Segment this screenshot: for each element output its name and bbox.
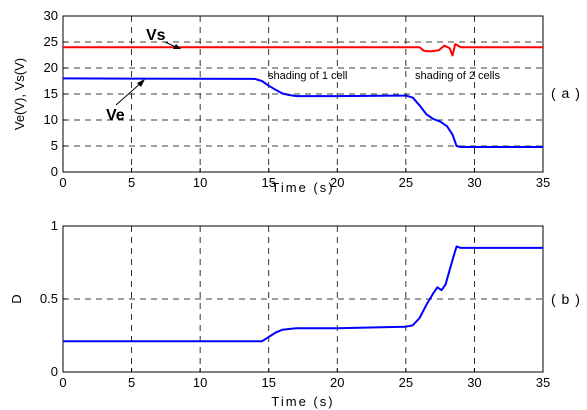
ve-series-line: [62, 77, 543, 148]
y-ticks-b: 00.51: [40, 218, 67, 379]
x-tick-label: 20: [330, 375, 344, 390]
y-axis-label-b: D: [9, 294, 24, 303]
x-tick-label: 0: [59, 375, 66, 390]
x-tick-label: 15: [261, 375, 275, 390]
x-tick-label: 0: [59, 175, 66, 190]
x-tick-label: 30: [467, 175, 481, 190]
y-tick-label: 10: [44, 112, 58, 127]
y-tick-label: 0: [51, 164, 58, 179]
y-tick-label: 0.5: [40, 291, 58, 306]
x-axis-label-a: Time (s): [271, 180, 334, 195]
x-tick-label: 15: [261, 175, 275, 190]
x-tick-label: 10: [193, 175, 207, 190]
x-tick-label: 20: [330, 175, 344, 190]
ve-arrow: [115, 81, 143, 106]
y-tick-label: 0: [51, 364, 58, 379]
annotation-shading-2-cells: shading of 2 cells: [415, 70, 500, 82]
y-tick-label: 20: [44, 60, 58, 75]
x-tick-label: 10: [193, 375, 207, 390]
vs-arrowhead: [173, 44, 181, 49]
x-tick-label: 30: [467, 375, 481, 390]
y-axis-label-a: Ve(V), Vs(V): [12, 58, 27, 130]
series-group-a: [62, 43, 543, 148]
x-tick-label: 25: [399, 175, 413, 190]
x-tick-label: 25: [399, 375, 413, 390]
x-tick-label: 35: [536, 175, 550, 190]
ve-series-label: Ve: [106, 107, 125, 124]
x-tick-label: 5: [128, 175, 135, 190]
y-tick-label: 30: [44, 8, 58, 23]
panel-label-a: ( a ): [551, 85, 581, 101]
series-group-b: [63, 245, 543, 343]
panel-label-b: ( b ): [551, 291, 581, 307]
grid-a: [63, 16, 543, 172]
y-tick-label: 1: [51, 218, 58, 233]
panel-b: 0 5 10 15 20 25 30 35 00.51 Time (s) D ( b ): [9, 218, 581, 409]
ve-arrowhead: [137, 79, 145, 87]
x-tick-label: 5: [128, 375, 135, 390]
x-ticks-a: 0 5 10 15 20 25 30 35: [59, 168, 550, 190]
grid-b: [63, 226, 543, 372]
x-ticks-b: 0 5 10 15 20 25 30 35: [59, 368, 550, 390]
y-tick-label: 25: [44, 34, 58, 49]
vs-series-line: [63, 43, 543, 57]
annotation-shading-1-cell: shading of 1 cell: [268, 70, 348, 82]
vs-series-label: Vs: [146, 27, 166, 44]
x-tick-label: 35: [536, 375, 550, 390]
y-tick-label: 5: [51, 138, 58, 153]
series-line-b: [63, 245, 543, 343]
y-ticks-a: 0 5 10 15 20 25 30: [44, 8, 67, 179]
y-tick-label: 15: [44, 86, 58, 101]
x-axis-label-b: Time (s): [271, 394, 334, 409]
